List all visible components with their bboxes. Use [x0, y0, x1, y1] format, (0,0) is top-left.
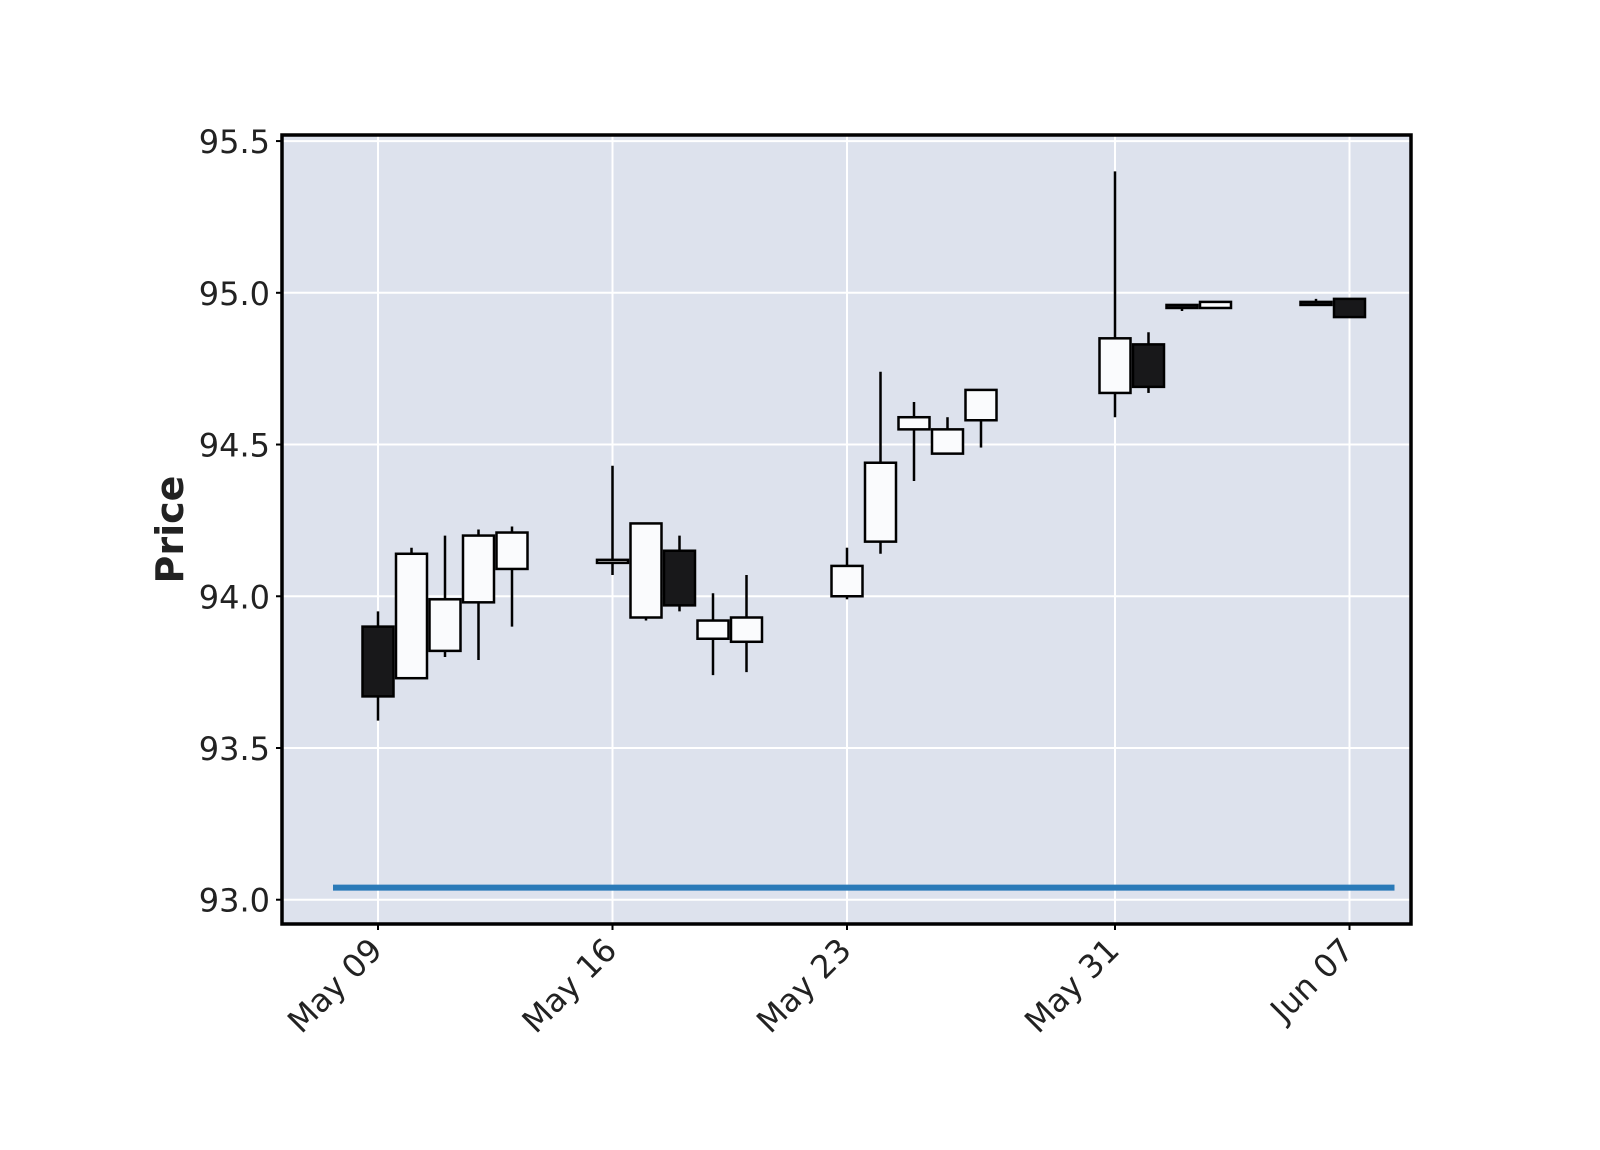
candle: [1165, 303, 1199, 312]
candle: [495, 526, 529, 627]
candle-body: [1131, 343, 1166, 389]
candle: [428, 535, 462, 657]
candle-body: [830, 564, 864, 598]
candle-body: [1098, 337, 1132, 395]
x-tick-label: May 31: [1017, 931, 1127, 1041]
candle-body: [696, 619, 730, 640]
y-tick-label: 94.0: [199, 578, 270, 616]
candle-body: [863, 461, 898, 543]
candle: [361, 611, 395, 721]
candle-body: [1165, 303, 1199, 310]
candle: [830, 547, 864, 600]
candle: [461, 529, 496, 660]
y-axis-ticks: 93.0 93.5 94.0 94.5 95.0 95.5: [199, 123, 282, 920]
candle: [1098, 171, 1132, 418]
candle: [394, 547, 429, 680]
y-tick-label: 93.0: [199, 882, 270, 920]
candle-body: [1332, 297, 1367, 319]
candle: [930, 417, 965, 455]
candle: [1299, 298, 1333, 307]
candle: [696, 593, 730, 676]
y-axis-label: Price: [148, 476, 192, 584]
candle-body: [964, 388, 998, 422]
candle: [629, 522, 663, 621]
x-axis-ticks: May 09 May 16 May 23 May 31 Jun 07: [280, 924, 1361, 1040]
candle-body: [394, 552, 429, 680]
candle-body: [629, 522, 663, 619]
candle: [595, 465, 630, 576]
candle: [1332, 297, 1367, 319]
candle: [863, 371, 898, 554]
candle-body: [930, 428, 965, 455]
candle-body: [428, 598, 462, 653]
candle: [1198, 300, 1233, 310]
candle: [729, 575, 764, 673]
candle-body: [662, 549, 697, 607]
candle-body: [461, 534, 496, 604]
x-tick-label: May 09: [280, 931, 390, 1041]
candle-body: [1299, 300, 1333, 307]
candle-body: [729, 616, 764, 644]
x-tick-label: Jun 07: [1262, 931, 1362, 1031]
y-tick-label: 94.5: [199, 427, 270, 465]
y-tick-label: 93.5: [199, 730, 270, 768]
candle: [897, 402, 931, 481]
candle: [964, 388, 998, 448]
candle-body: [595, 558, 630, 565]
candle-body: [495, 531, 529, 571]
y-tick-label: 95.0: [199, 275, 270, 313]
candle: [662, 535, 697, 612]
candle: [1131, 332, 1166, 393]
y-tick-label: 95.5: [199, 123, 270, 161]
candle-body: [361, 625, 395, 698]
x-tick-label: May 23: [749, 931, 859, 1041]
candles: [361, 171, 1367, 721]
x-tick-label: May 16: [515, 931, 625, 1041]
candle-body: [1198, 300, 1233, 310]
candle-body: [897, 415, 931, 431]
